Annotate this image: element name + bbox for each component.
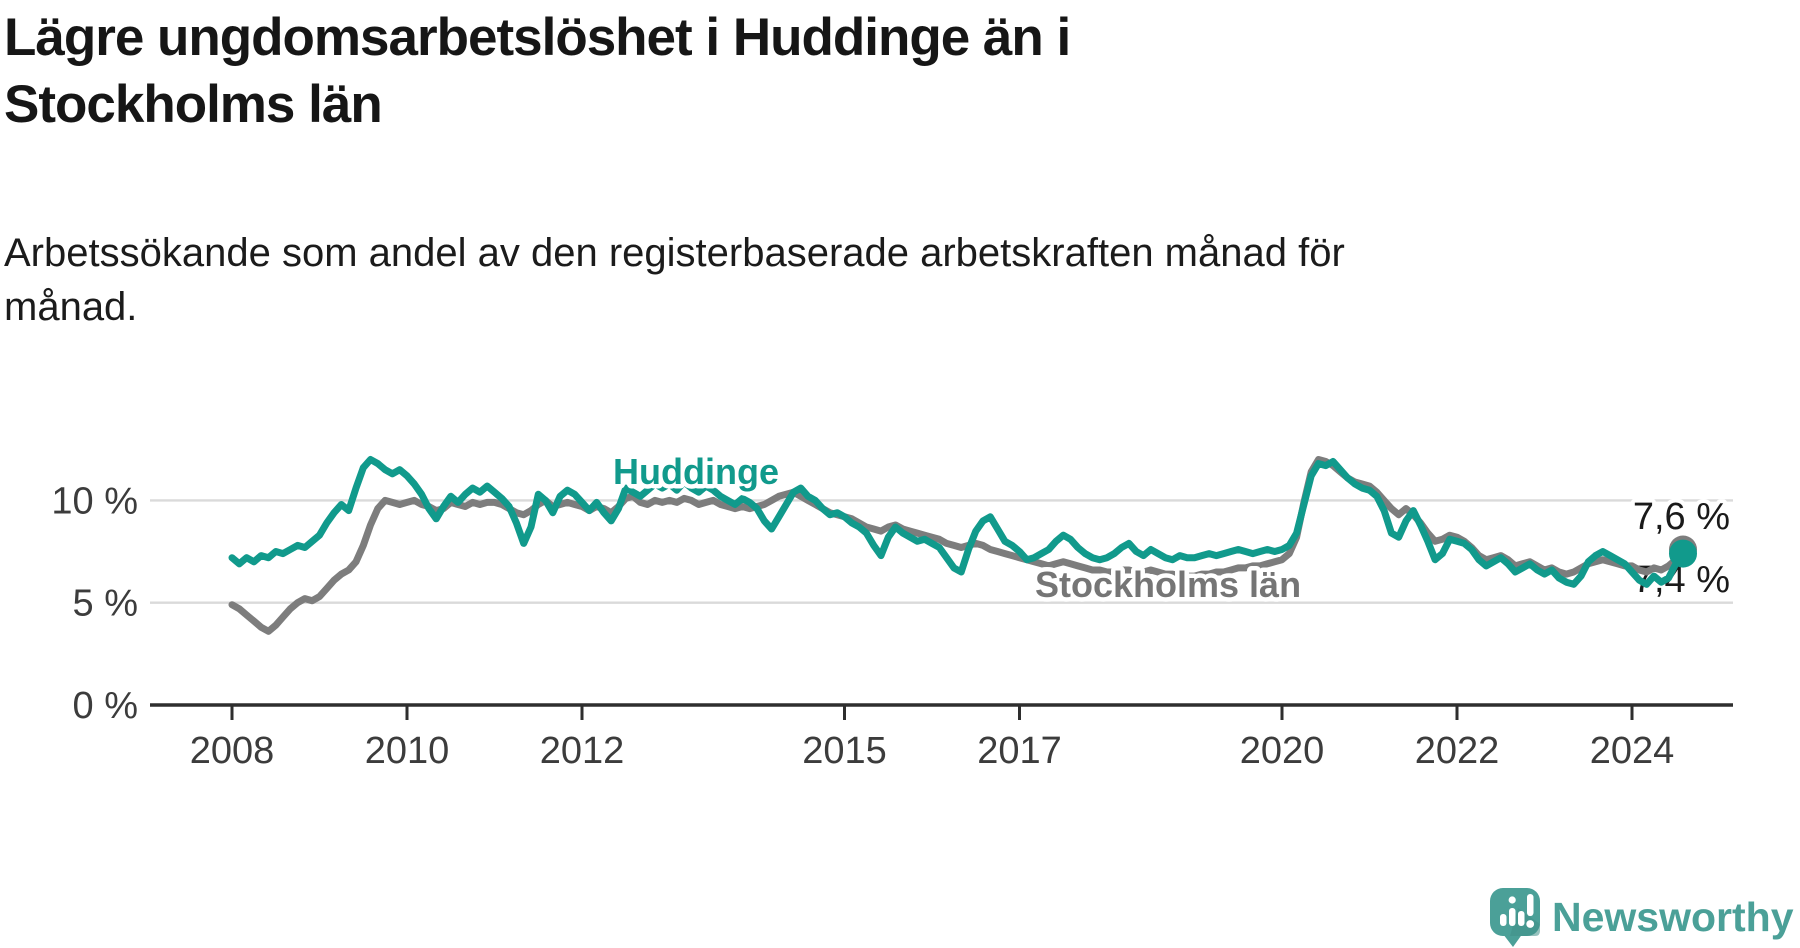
- subtitle-line-1: Arbetssökande som andel av den registerb…: [4, 231, 1345, 275]
- newsworthy-bubble-icon: [1490, 888, 1540, 947]
- logo-bubble-shadow: [1510, 908, 1540, 936]
- logo-bar-3: [1518, 911, 1525, 926]
- end-value-label-stockholms-lan: 7,6 %: [1633, 496, 1730, 538]
- y-tick-label-10: 10 %: [51, 480, 138, 522]
- subtitle-line-2: månad.: [4, 285, 138, 330]
- x-tick-label-2017: 2017: [977, 730, 1062, 772]
- y-tick-label-5: 5 %: [73, 583, 138, 625]
- series-label-huddinge: Huddinge: [613, 451, 779, 492]
- logo-exclamation-dot: [1526, 920, 1535, 928]
- x-tick-label-2022: 2022: [1415, 730, 1500, 772]
- x-tick-label-2020: 2020: [1240, 730, 1325, 772]
- x-tick-label-2008: 2008: [190, 730, 275, 772]
- series-line-huddinge: [228, 456, 1687, 588]
- logo-barchart-icon: [1500, 894, 1535, 928]
- brand-wordmark: Newsworthy: [1552, 894, 1794, 940]
- title-line-2: Stockholms län: [4, 75, 383, 135]
- series-end-dot-huddinge: [1669, 539, 1697, 568]
- logo-bubble-tail: [1503, 933, 1523, 947]
- x-tick-label-2024: 2024: [1590, 730, 1675, 772]
- logo-dot: [1508, 896, 1516, 904]
- x-tick-label-2015: 2015: [802, 730, 887, 772]
- title-line-1: Lägre ungdomsarbetslöshet i Huddinge än …: [4, 8, 1071, 67]
- logo-bar-2: [1509, 908, 1516, 926]
- page-title: Lägre ungdomsarbetslöshet i Huddinge än …: [4, 4, 1564, 139]
- chart-subtitle: Arbetssökande som andel av den registerb…: [4, 226, 1624, 335]
- y-tick-label-0: 0 %: [73, 685, 138, 727]
- x-tick-label-2010: 2010: [365, 730, 450, 772]
- newsworthy-logo: Newsworthy: [1490, 888, 1794, 947]
- x-tick-label-2012: 2012: [540, 730, 625, 772]
- logo-exclamation-bar: [1527, 894, 1534, 916]
- series-label-stockholms-lan: Stockholms län: [1035, 564, 1301, 605]
- series-line-stockholms-lan: [228, 456, 1687, 635]
- logo-bar-1: [1500, 914, 1507, 926]
